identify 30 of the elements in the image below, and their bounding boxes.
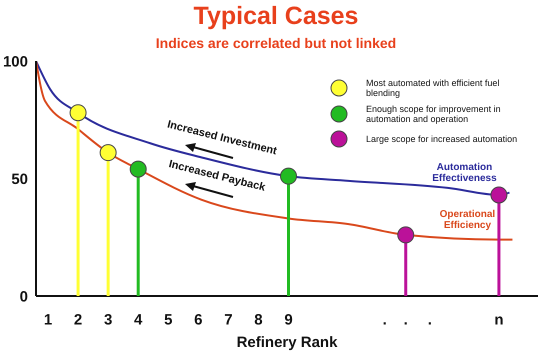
point xyxy=(490,186,508,204)
legend-label: Large scope for increased automation xyxy=(366,134,518,144)
y-tick-label: 100 xyxy=(2,53,28,70)
y-tick-label: 0 xyxy=(20,288,28,306)
y-tick-label: 50 xyxy=(11,170,28,188)
x-tick-label: . xyxy=(404,312,408,329)
legend-label: Enough scope for improvement in automation and operation xyxy=(366,104,502,124)
x-tick-label: 8 xyxy=(254,312,263,329)
x-tick-label: . xyxy=(382,312,387,329)
x-tick-label: 3 xyxy=(104,312,112,329)
x-tick-label: 1 xyxy=(44,312,52,329)
legend-label: Most automated with efficient fuel blending xyxy=(366,78,500,98)
x-axis-title: Refinery Rank xyxy=(236,334,338,351)
point xyxy=(70,104,87,122)
x-tick-label: 5 xyxy=(164,312,172,329)
chart-subtitle: Indices are correlated but not linked xyxy=(154,35,398,51)
point xyxy=(397,226,414,244)
chart-title: Typical Cases xyxy=(192,2,360,31)
x-tick-label: 9 xyxy=(284,312,293,329)
point xyxy=(100,144,117,162)
point xyxy=(280,168,298,185)
x-tick-label: 7 xyxy=(224,312,233,329)
series-label: Automation Effectiveness xyxy=(431,162,498,184)
series-label: Operational Efficiency xyxy=(438,208,496,231)
x-tick-label: n xyxy=(494,312,504,329)
x-tick-label: 6 xyxy=(194,312,202,329)
point xyxy=(130,160,147,178)
x-tick-label: 4 xyxy=(134,312,144,329)
x-tick-label: 2 xyxy=(74,312,82,329)
x-tick-label: . xyxy=(428,312,432,329)
